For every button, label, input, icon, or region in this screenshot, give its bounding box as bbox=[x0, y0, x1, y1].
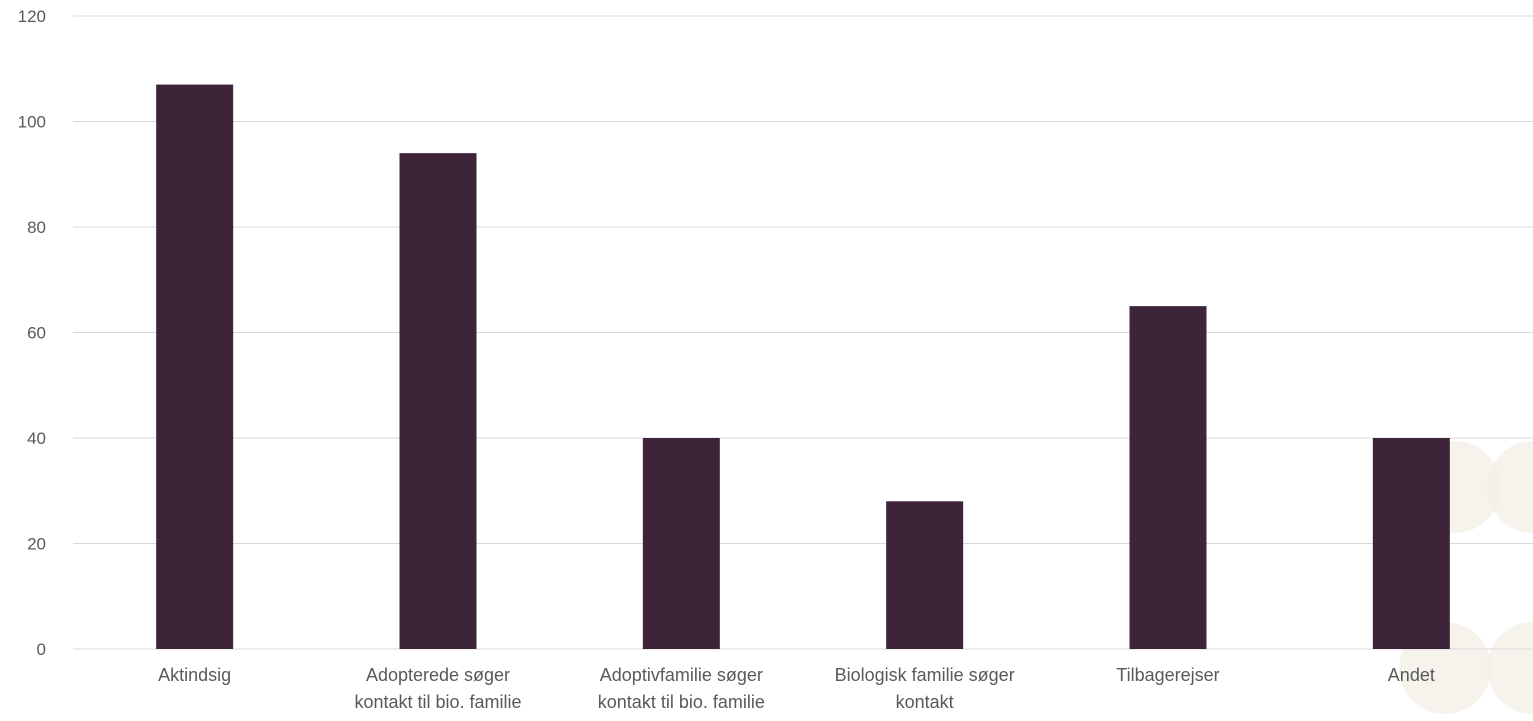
y-tick-label: 60 bbox=[27, 324, 46, 343]
gridlines bbox=[73, 15, 1533, 650]
x-category-label: Aktindsig bbox=[158, 665, 231, 685]
x-category-label: Adopterede søger kontakt til bio. familie bbox=[354, 665, 521, 712]
x-category-label: Andet bbox=[1388, 665, 1435, 685]
y-tick-label: 40 bbox=[27, 429, 46, 448]
bar bbox=[1372, 438, 1450, 649]
x-category-label: Adoptivfamilie søger kontakt til bio. fam… bbox=[598, 665, 765, 712]
bar bbox=[886, 501, 964, 649]
decorative-circle bbox=[1487, 622, 1533, 714]
bar bbox=[399, 153, 477, 649]
bars bbox=[156, 84, 1450, 649]
x-axis-category-labels: Aktindsig Adopterede søger kontakt til bio… bbox=[158, 665, 1435, 712]
decorative-circle bbox=[1487, 441, 1533, 533]
y-tick-label: 0 bbox=[37, 640, 46, 659]
y-tick-label: 100 bbox=[18, 113, 46, 132]
y-tick-label: 120 bbox=[18, 7, 46, 26]
bar bbox=[156, 84, 234, 649]
bar bbox=[1129, 306, 1207, 649]
x-category-label: Biologisk familie søger kontakt bbox=[835, 665, 1015, 712]
y-axis-tick-labels: 0 20 40 60 80 100 120 bbox=[18, 7, 46, 659]
y-tick-label: 80 bbox=[27, 218, 46, 237]
bar bbox=[642, 438, 720, 649]
y-tick-label: 20 bbox=[27, 535, 46, 554]
x-category-label: Tilbagerejser bbox=[1116, 665, 1219, 685]
